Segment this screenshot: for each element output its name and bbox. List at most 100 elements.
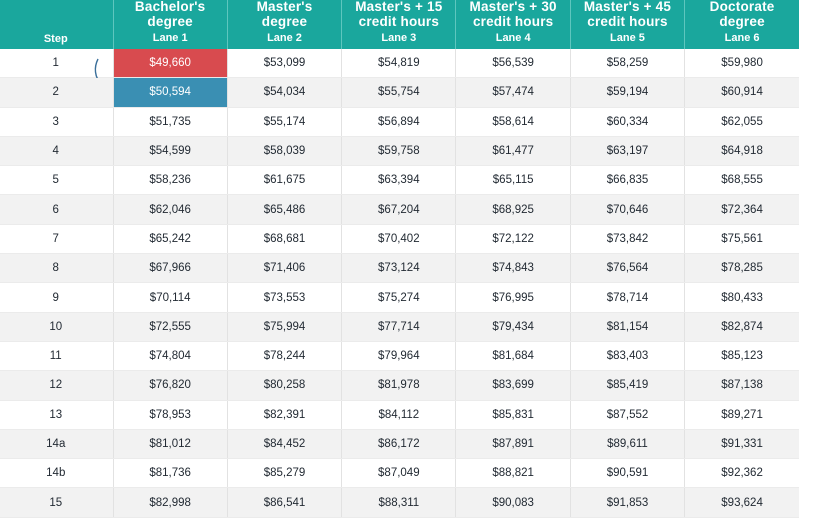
header-row: Step Bachelor's degree Lane 1 Master's d… xyxy=(0,0,799,49)
salary-cell-lane-4: $90,083 xyxy=(455,487,571,518)
salary-cell-lane-4: $72,122 xyxy=(455,224,571,255)
salary-cell-lane-3: $84,112 xyxy=(341,400,457,430)
salary-cell-lane-5: $73,842 xyxy=(570,224,686,255)
salary-cell-lane-6: $72,364 xyxy=(684,194,799,225)
salary-cell-lane-6: $75,561 xyxy=(684,224,799,255)
step-cell: 14a xyxy=(0,429,114,460)
salary-cell-lane-1: $81,736 xyxy=(113,458,228,489)
header-lane-2: Master's degree Lane 2 xyxy=(227,0,343,49)
salary-cell-lane-6: $82,874 xyxy=(684,312,799,342)
salary-cell-lane-1: $50,594 xyxy=(113,77,228,108)
salary-cell-lane-4: $88,821 xyxy=(455,458,571,489)
salary-cell-lane-1: $78,953 xyxy=(113,400,228,430)
table-row: 7 $65,242 $68,681 $70,402 $72,122 $73,842 $75,… xyxy=(0,224,799,255)
step-cell: 6 xyxy=(0,194,114,225)
salary-cell-lane-2: $82,391 xyxy=(227,400,343,430)
salary-cell-lane-5: $78,714 xyxy=(570,282,686,313)
salary-cell-lane-6: $62,055 xyxy=(684,107,799,137)
salary-cell-lane-3: $55,754 xyxy=(341,77,457,108)
table-row: 5 $58,236 $61,675 $63,394 $65,115 $66,835 $68,… xyxy=(0,165,799,196)
salary-cell-lane-2: $58,039 xyxy=(227,136,343,167)
salary-cell-lane-4: $87,891 xyxy=(455,429,571,460)
step-cell: 12 xyxy=(0,370,114,401)
salary-cell-lane-6: $68,555 xyxy=(684,165,799,196)
salary-cell-lane-1: $81,012 xyxy=(113,429,228,460)
salary-cell-lane-1: $67,966 xyxy=(113,253,228,284)
table-row: 6 $62,046 $65,486 $67,204 $68,925 $70,646 $72,… xyxy=(0,194,799,225)
lane-4-title: Master's + 30 credit hours xyxy=(469,0,557,29)
salary-cell-lane-6: $59,980 xyxy=(684,49,799,79)
salary-cell-lane-2: $55,174 xyxy=(227,107,343,137)
step-cell: 11 xyxy=(0,341,114,372)
salary-cell-lane-3: $81,978 xyxy=(341,370,457,401)
salary-cell-lane-1: $82,998 xyxy=(113,487,228,518)
salary-cell-lane-5: $85,419 xyxy=(570,370,686,401)
table-row: 4 $54,599 $58,039 $59,758 $61,477 $63,197 $64,… xyxy=(0,136,799,167)
step-column-label: Step xyxy=(43,33,68,45)
salary-cell-lane-3: $67,204 xyxy=(341,194,457,225)
lane-2-label: Lane 2 xyxy=(267,32,302,44)
step-cell: 1 xyxy=(0,49,114,79)
salary-cell-lane-5: $81,154 xyxy=(570,312,686,342)
salary-cell-lane-2: $71,406 xyxy=(227,253,343,284)
salary-cell-lane-1: $58,236 xyxy=(113,165,228,196)
salary-cell-lane-1: $74,804 xyxy=(113,341,228,372)
table-row: 10 $72,555 $75,994 $77,714 $79,434 $81,154 $82… xyxy=(0,312,799,342)
salary-cell-lane-6: $78,285 xyxy=(684,253,799,284)
step-cell: 15 xyxy=(0,487,114,518)
salary-cell-lane-2: $54,034 xyxy=(227,77,343,108)
salary-cell-lane-1: $72,555 xyxy=(113,312,228,342)
header-lane-6: Doctorate degree Lane 6 xyxy=(684,0,799,49)
salary-cell-lane-4: $85,831 xyxy=(455,400,571,430)
lane-5-title: Master's + 45 credit hours xyxy=(583,0,672,29)
salary-cell-lane-2: $75,994 xyxy=(227,312,343,342)
salary-value: $49,660 xyxy=(149,57,191,70)
salary-cell-lane-4: $79,434 xyxy=(455,312,571,342)
lane-3-label: Lane 3 xyxy=(381,32,417,44)
salary-cell-lane-4: $81,684 xyxy=(455,341,571,372)
salary-cell-lane-6: $80,433 xyxy=(684,282,799,313)
salary-cell-lane-3: $86,172 xyxy=(341,429,457,460)
salary-cell-lane-6: $85,123 xyxy=(684,341,799,372)
salary-cell-lane-4: $74,843 xyxy=(455,253,571,284)
salary-cell-lane-2: $84,452 xyxy=(227,429,343,460)
salary-cell-lane-3: $56,894 xyxy=(341,107,457,137)
salary-cell-lane-4: $65,115 xyxy=(455,165,571,196)
salary-cell-lane-4: $68,925 xyxy=(455,194,571,225)
salary-cell-lane-2: $78,244 xyxy=(227,341,343,372)
salary-cell-lane-6: $93,624 xyxy=(684,487,799,518)
table-row: 2 $50,594 $54,034 $55,754 $57,474 $59,194 $60,… xyxy=(0,77,799,108)
table-row: 14a $81,012 $84,452 $86,172 $87,891 $89,611 $9… xyxy=(0,429,799,460)
salary-cell-lane-5: $58,259 xyxy=(570,49,686,79)
lane-6-label: Lane 6 xyxy=(724,32,760,44)
salary-cell-lane-3: $70,402 xyxy=(341,224,457,255)
salary-cell-lane-5: $87,552 xyxy=(570,400,686,430)
salary-cell-lane-6: $91,331 xyxy=(684,429,799,460)
salary-cell-lane-6: $60,914 xyxy=(684,77,799,108)
step-cell: 9 xyxy=(0,282,114,313)
header-step: Step xyxy=(0,0,114,49)
header-lane-4: Master's + 30 credit hours Lane 4 xyxy=(455,0,571,49)
salary-cell-lane-3: $75,274 xyxy=(341,282,457,313)
table-body: 1 $49,660 $53,099 $54,819 $56,539 $58,259 $59,… xyxy=(0,49,799,518)
lane-4-label: Lane 4 xyxy=(495,32,531,44)
salary-cell-lane-5: $76,564 xyxy=(570,253,686,284)
salary-cell-lane-4: $58,614 xyxy=(455,107,571,137)
salary-cell-lane-2: $85,279 xyxy=(227,458,343,489)
salary-cell-lane-6: $64,918 xyxy=(684,136,799,167)
salary-cell-lane-2: $68,681 xyxy=(227,224,343,255)
step-cell: 13 xyxy=(0,400,114,430)
salary-cell-lane-1: $62,046 xyxy=(113,194,228,225)
salary-cell-lane-1: $54,599 xyxy=(113,136,228,167)
lane-6-title: Doctorate degree xyxy=(709,0,775,29)
salary-schedule-table: Step Bachelor's degree Lane 1 Master's d… xyxy=(0,0,799,518)
table-row: 8 $67,966 $71,406 $73,124 $74,843 $76,564 $78,… xyxy=(0,253,799,284)
table-row: 1 $49,660 $53,099 $54,819 $56,539 $58,259 $59,… xyxy=(0,49,799,88)
salary-cell-lane-3: $73,124 xyxy=(341,253,457,284)
salary-cell-lane-6: $92,362 xyxy=(684,458,799,489)
salary-cell-lane-4: $76,995 xyxy=(455,282,571,313)
lane-2-title: Master's degree xyxy=(256,0,313,29)
salary-cell-lane-5: $89,611 xyxy=(570,429,686,460)
step-cell: 7 xyxy=(0,224,114,255)
salary-cell-lane-4: $83,699 xyxy=(455,370,571,401)
